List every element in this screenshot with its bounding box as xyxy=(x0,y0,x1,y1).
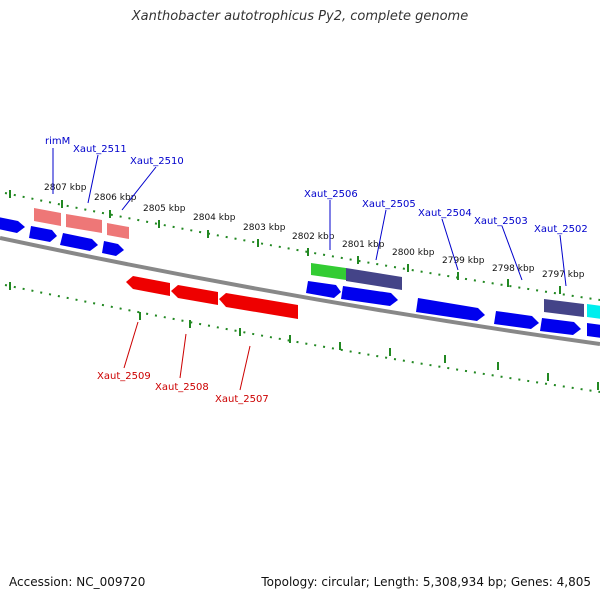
gene-forward-9 xyxy=(587,323,600,338)
genome-title: Xanthobacter autotrophicus Py2, complete… xyxy=(131,9,469,24)
gene-label-xaut-2503: Xaut_2503 xyxy=(474,216,528,227)
gene-forward-rna-1 xyxy=(34,208,61,226)
gene-label-xaut-2508: Xaut_2508 xyxy=(155,382,209,393)
gene-label-xaut-2510: Xaut_2510 xyxy=(130,156,184,167)
gene-forward-6 xyxy=(416,298,485,321)
forward-genes xyxy=(0,208,600,338)
gene-label-xaut-2502: Xaut_2502 xyxy=(534,224,588,235)
callout-lines-forward xyxy=(52,148,567,287)
gene-forward-7 xyxy=(494,311,539,329)
gene-forward-purple-1 xyxy=(346,268,402,290)
gene-forward-1 xyxy=(29,226,57,242)
tick-label-2803: 2803 kbp xyxy=(243,223,286,233)
gene-labels-reverse: Xaut_2509 Xaut_2508 Xaut_2507 xyxy=(97,371,269,405)
tick-label-2797: 2797 kbp xyxy=(542,270,585,280)
gene-reverse-0 xyxy=(126,276,170,296)
gene-forward-2 xyxy=(60,233,98,251)
gene-label-xaut-2507: Xaut_2507 xyxy=(215,394,269,405)
gene-forward-rna-2 xyxy=(66,214,102,233)
gene-label-xaut-2506: Xaut_2506 xyxy=(304,189,358,200)
gene-label-rimM: rimM xyxy=(45,136,70,147)
tick-label-2805: 2805 kbp xyxy=(143,204,186,214)
accession-text: Accession: NC_009720 xyxy=(9,575,146,589)
gene-forward-8 xyxy=(540,318,581,335)
tick-label-2804: 2804 kbp xyxy=(193,213,236,223)
gene-reverse-2 xyxy=(219,293,298,319)
gene-reverse-1 xyxy=(171,285,218,305)
tick-label-2798: 2798 kbp xyxy=(492,264,535,274)
gene-label-xaut-2511: Xaut_2511 xyxy=(73,144,127,155)
ruler-labels: 2807 kbp 2806 kbp 2805 kbp 2804 kbp 2803… xyxy=(44,183,585,280)
gene-forward-0 xyxy=(0,217,25,233)
backbone-line xyxy=(0,236,600,346)
gene-forward-rna-3 xyxy=(107,223,129,239)
tick-label-2806: 2806 kbp xyxy=(94,193,137,203)
genome-summary-text: Topology: circular; Length: 5,308,934 bp… xyxy=(261,575,591,589)
gene-forward-4 xyxy=(306,281,341,298)
gene-forward-green xyxy=(311,263,346,280)
tick-label-2800: 2800 kbp xyxy=(392,248,435,258)
gene-labels-forward: rimM Xaut_2511 Xaut_2510 Xaut_2506 Xaut_… xyxy=(45,136,588,235)
tick-label-2799: 2799 kbp xyxy=(442,256,485,266)
tick-label-2807: 2807 kbp xyxy=(44,183,87,193)
tick-label-2802: 2802 kbp xyxy=(292,232,335,242)
reverse-genes xyxy=(126,276,298,319)
gene-label-xaut-2509: Xaut_2509 xyxy=(97,371,151,382)
gene-forward-3 xyxy=(102,241,124,256)
gene-forward-cyan xyxy=(587,304,600,319)
ruler-dots-lower xyxy=(4,284,600,393)
tick-label-2801: 2801 kbp xyxy=(342,240,385,250)
ruler-ticks-upper xyxy=(9,190,561,294)
gene-label-xaut-2505: Xaut_2505 xyxy=(362,199,416,210)
gene-forward-5 xyxy=(341,286,398,306)
ruler-ticks-lower xyxy=(9,282,599,390)
callout-lines-reverse xyxy=(123,321,251,391)
gene-label-xaut-2504: Xaut_2504 xyxy=(418,208,472,219)
gene-forward-purple-2 xyxy=(544,299,584,317)
